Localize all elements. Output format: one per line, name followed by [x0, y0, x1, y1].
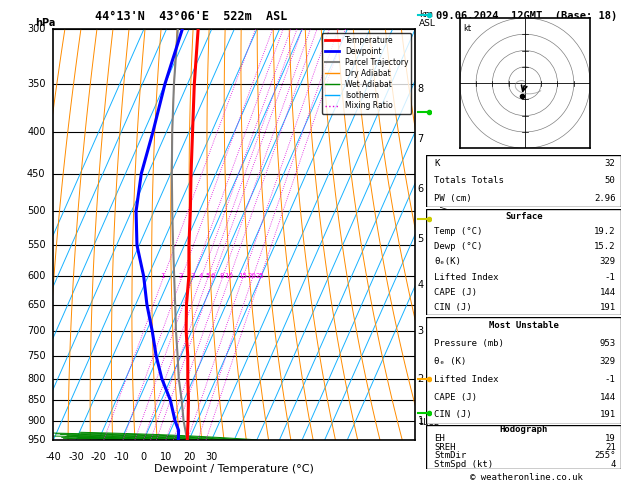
Text: 1: 1	[160, 273, 165, 279]
Text: 600: 600	[27, 271, 45, 281]
Text: PW (cm): PW (cm)	[434, 194, 472, 203]
Text: 0: 0	[141, 452, 147, 462]
Text: -30: -30	[68, 452, 84, 462]
Text: 15: 15	[238, 273, 247, 279]
Text: 10: 10	[160, 452, 172, 462]
Text: CAPE (J): CAPE (J)	[434, 288, 477, 297]
Text: 191: 191	[599, 410, 616, 419]
Text: 50: 50	[605, 176, 616, 185]
Text: CIN (J): CIN (J)	[434, 410, 472, 419]
Text: 15.2: 15.2	[594, 243, 616, 251]
Legend: Temperature, Dewpoint, Parcel Trajectory, Dry Adiabat, Wet Adiabat, Isotherm, Mi: Temperature, Dewpoint, Parcel Trajectory…	[322, 33, 411, 114]
Text: 09.06.2024  12GMT  (Base: 18): 09.06.2024 12GMT (Base: 18)	[436, 11, 618, 21]
Text: 550: 550	[27, 240, 45, 250]
Text: 191: 191	[599, 303, 616, 312]
FancyBboxPatch shape	[426, 209, 621, 315]
Text: 300: 300	[27, 24, 45, 34]
Text: 20: 20	[248, 273, 257, 279]
Text: 953: 953	[599, 339, 616, 348]
Text: 1LCL: 1LCL	[418, 418, 438, 427]
Text: 4: 4	[418, 280, 424, 290]
Text: kt: kt	[463, 24, 471, 34]
FancyBboxPatch shape	[426, 425, 621, 469]
Text: Dewpoint / Temperature (°C): Dewpoint / Temperature (°C)	[154, 465, 314, 474]
Text: Pressure (mb): Pressure (mb)	[434, 339, 504, 348]
Text: 329: 329	[599, 258, 616, 266]
Text: 950: 950	[27, 435, 45, 445]
Text: 255°: 255°	[594, 451, 616, 460]
Text: 500: 500	[27, 206, 45, 216]
Text: Dewp (°C): Dewp (°C)	[434, 243, 482, 251]
Text: 20: 20	[183, 452, 195, 462]
Text: 2.96: 2.96	[594, 194, 616, 203]
Text: 350: 350	[27, 79, 45, 89]
Text: 8: 8	[220, 273, 224, 279]
Text: 8: 8	[418, 84, 424, 94]
Text: 3: 3	[190, 273, 195, 279]
Text: 44°13'N  43°06'E  522m  ASL: 44°13'N 43°06'E 522m ASL	[95, 10, 287, 23]
Text: 800: 800	[27, 374, 45, 383]
Text: 144: 144	[599, 288, 616, 297]
Text: 1: 1	[418, 416, 424, 426]
Text: Lifted Index: Lifted Index	[434, 375, 499, 384]
Text: Temp (°C): Temp (°C)	[434, 227, 482, 236]
Text: 450: 450	[27, 169, 45, 179]
Text: 6: 6	[418, 184, 424, 194]
Text: 850: 850	[27, 395, 45, 405]
FancyBboxPatch shape	[426, 155, 621, 207]
Text: 144: 144	[599, 393, 616, 401]
Text: -40: -40	[45, 452, 62, 462]
Text: hPa: hPa	[35, 18, 56, 28]
Text: 2: 2	[179, 273, 183, 279]
Text: EH: EH	[434, 434, 445, 443]
Text: Most Unstable: Most Unstable	[489, 321, 559, 330]
Text: 7: 7	[418, 134, 424, 144]
Text: 6: 6	[211, 273, 215, 279]
Text: Lifted Index: Lifted Index	[434, 273, 499, 281]
Text: Hodograph: Hodograph	[500, 425, 548, 434]
Text: Surface: Surface	[505, 212, 543, 221]
Text: 10: 10	[225, 273, 233, 279]
Text: 25: 25	[255, 273, 264, 279]
Text: -10: -10	[113, 452, 129, 462]
Text: θₑ(K): θₑ(K)	[434, 258, 461, 266]
Text: 2: 2	[418, 374, 424, 383]
Text: 5: 5	[205, 273, 209, 279]
Text: CIN (J): CIN (J)	[434, 303, 472, 312]
Text: 4: 4	[199, 273, 203, 279]
Text: 4: 4	[610, 460, 616, 469]
Text: 900: 900	[27, 416, 45, 426]
Text: 5: 5	[418, 234, 424, 243]
Text: K: K	[434, 159, 440, 168]
Text: 32: 32	[605, 159, 616, 168]
Text: -1: -1	[605, 273, 616, 281]
Text: Mixing Ratio (g/kg): Mixing Ratio (g/kg)	[442, 191, 450, 278]
Text: 21: 21	[605, 443, 616, 451]
Text: Totals Totals: Totals Totals	[434, 176, 504, 185]
Text: CAPE (J): CAPE (J)	[434, 393, 477, 401]
Text: 3: 3	[418, 326, 424, 336]
Text: 329: 329	[599, 357, 616, 366]
Text: -1: -1	[605, 375, 616, 384]
Text: 750: 750	[27, 350, 45, 361]
Text: km
ASL: km ASL	[419, 10, 436, 28]
Text: 19: 19	[605, 434, 616, 443]
Text: 400: 400	[27, 127, 45, 137]
FancyBboxPatch shape	[426, 317, 621, 424]
Text: θₑ (K): θₑ (K)	[434, 357, 467, 366]
Text: -20: -20	[91, 452, 106, 462]
Text: 30: 30	[206, 452, 218, 462]
Text: © weatheronline.co.uk: © weatheronline.co.uk	[470, 473, 583, 482]
Text: SREH: SREH	[434, 443, 456, 451]
Text: 19.2: 19.2	[594, 227, 616, 236]
Text: 650: 650	[27, 300, 45, 310]
Text: StmSpd (kt): StmSpd (kt)	[434, 460, 493, 469]
Text: 700: 700	[27, 326, 45, 336]
Text: StmDir: StmDir	[434, 451, 467, 460]
